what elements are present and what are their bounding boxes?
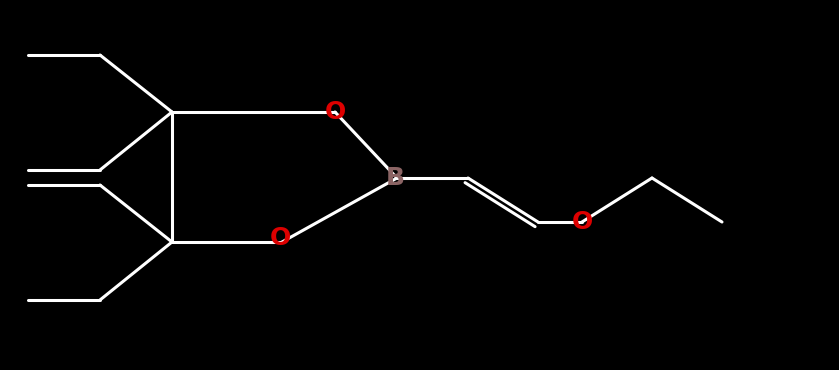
Text: B: B	[385, 166, 404, 190]
Text: O: O	[269, 226, 290, 250]
Text: O: O	[571, 210, 592, 234]
Text: O: O	[325, 100, 346, 124]
